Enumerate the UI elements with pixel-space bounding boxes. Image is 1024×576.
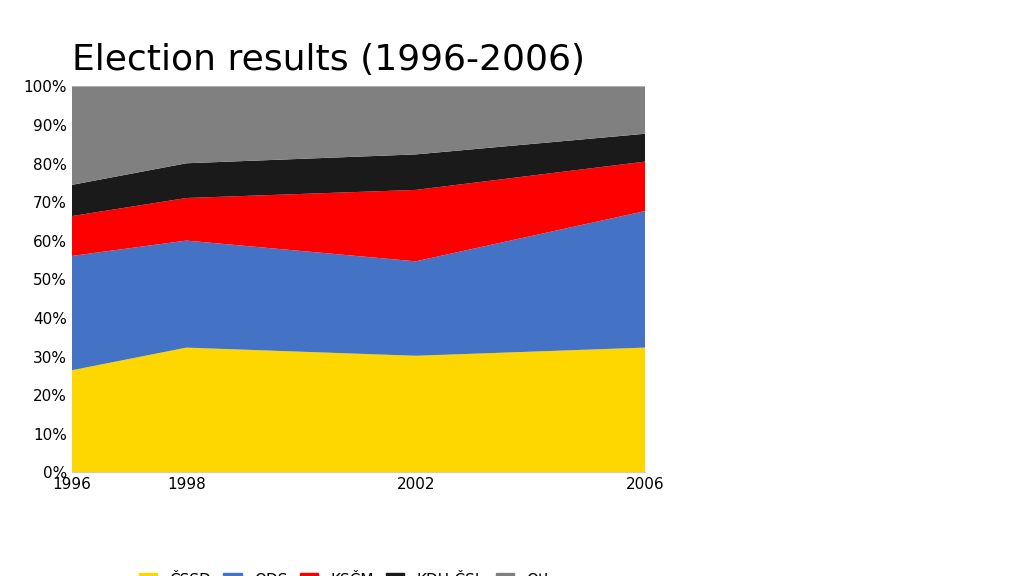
Text: Election results (1996-2006): Election results (1996-2006) <box>72 43 585 77</box>
Legend: ČSSD, ODS, KSČM, KDU-ČSL, Others: ČSSD, ODS, KSČM, KDU-ČSL, Others <box>131 565 586 576</box>
